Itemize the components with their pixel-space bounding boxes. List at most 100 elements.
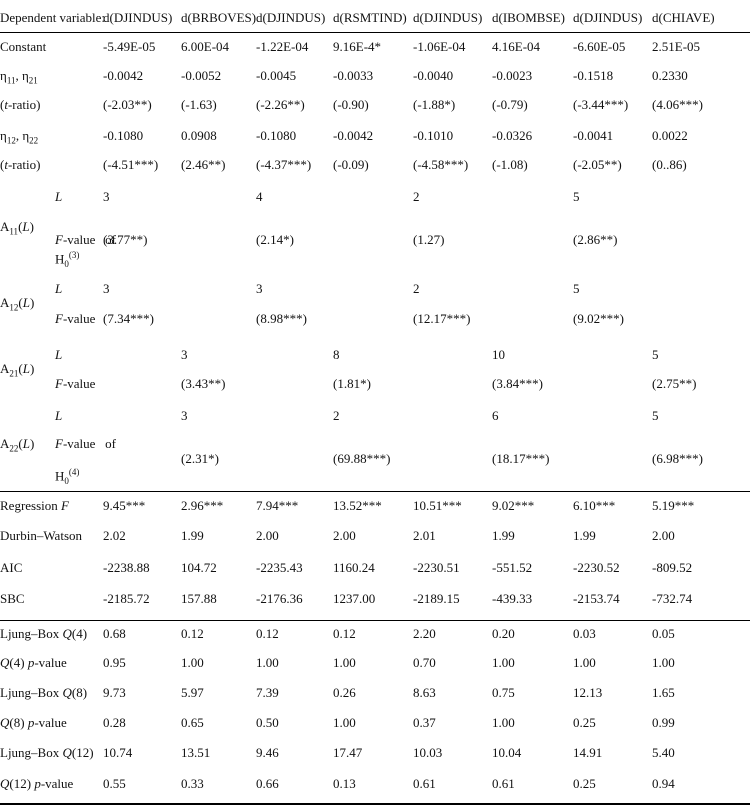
diag-cell: 0.26 xyxy=(333,685,356,700)
bottom-rule xyxy=(0,803,750,805)
fit-cell: -2235.43 xyxy=(256,560,303,575)
h0-label: H0(4) xyxy=(55,467,80,486)
lag-label: L xyxy=(55,189,63,204)
fit-cell: -2230.51 xyxy=(413,560,460,575)
coef-row-label: (t-ratio) xyxy=(0,157,41,172)
lag-value: 5 xyxy=(573,281,580,296)
lag-value: 10 xyxy=(492,347,505,362)
coef-cell: (-4.51***) xyxy=(103,157,159,172)
coef-row-label: η11, η21 xyxy=(0,68,38,86)
f-value: (3.84***) xyxy=(492,376,543,391)
coef-cell: -0.0052 xyxy=(181,68,222,83)
header-dep-var-label: Dependent variable: xyxy=(0,10,106,25)
coef-cell: -0.1518 xyxy=(573,68,614,83)
fit-cell: -2230.52 xyxy=(573,560,620,575)
diag-cell: 0.66 xyxy=(256,776,279,791)
diag-cell: 12.13 xyxy=(573,685,603,700)
header-column-1: d(DJINDUS) xyxy=(103,10,173,25)
fit-cell: -551.52 xyxy=(492,560,533,575)
diag-cell: 17.47 xyxy=(333,745,363,760)
coef-cell: -0.0042 xyxy=(103,68,144,83)
diag-cell: 0.94 xyxy=(652,776,675,791)
f-value-label: F-value xyxy=(55,311,96,326)
f-value-label: F-value of xyxy=(55,232,117,247)
f-value: (8.98***) xyxy=(256,311,307,326)
diag-cell: 9.46 xyxy=(256,745,279,760)
f-value: (3.43**) xyxy=(181,376,226,391)
diag-cell: 13.51 xyxy=(181,745,211,760)
lag-value: 4 xyxy=(256,189,263,204)
coef-cell: (-0.09) xyxy=(333,157,369,172)
fit-cell: 104.72 xyxy=(181,560,217,575)
coef-cell: (-2.05**) xyxy=(573,157,622,172)
fit-cell: 10.51*** xyxy=(413,498,462,513)
diag-cell: 1.00 xyxy=(573,655,596,670)
f-value: (3.77**) xyxy=(103,232,148,247)
fit-cell: -2189.15 xyxy=(413,591,460,606)
diag-cell: 0.50 xyxy=(256,715,279,730)
fit-cell: 9.02*** xyxy=(492,498,535,513)
fit-row-label: SBC xyxy=(0,591,25,606)
lag-block-name: A22(L) xyxy=(0,436,35,454)
lag-block-name: A12(L) xyxy=(0,295,35,313)
diag-cell: 0.20 xyxy=(492,626,515,641)
header-column-6: d(IBOMBSE) xyxy=(492,10,565,25)
coef-cell: 9.16E-4* xyxy=(333,39,382,54)
diag-cell: 0.33 xyxy=(181,776,204,791)
fit-cell: -2153.74 xyxy=(573,591,620,606)
f-value-label: F-value xyxy=(55,376,96,391)
fit-cell: 2.00 xyxy=(333,528,356,543)
diag-cell: 0.95 xyxy=(103,655,126,670)
diag-cell: 1.65 xyxy=(652,685,675,700)
f-value: (1.81*) xyxy=(333,376,371,391)
diag-cell: 14.91 xyxy=(573,745,603,760)
coef-cell: -6.60E-05 xyxy=(573,39,626,54)
diag-cell: 1.00 xyxy=(333,715,356,730)
f-value: (2.86**) xyxy=(573,232,618,247)
fit-cell: 2.01 xyxy=(413,528,436,543)
diag-cell: 0.37 xyxy=(413,715,436,730)
fit-row-label: Durbin–Watson xyxy=(0,528,82,543)
fit-cell: 5.19*** xyxy=(652,498,695,513)
f-value: (6.98***) xyxy=(652,451,703,466)
lag-value: 5 xyxy=(652,347,659,362)
lag-value: 3 xyxy=(181,408,188,423)
diag-cell: 0.05 xyxy=(652,626,675,641)
lag-block-name: A11(L) xyxy=(0,219,34,237)
header-column-8: d(CHIAVE) xyxy=(652,10,715,25)
coef-cell: -0.1080 xyxy=(103,128,144,143)
lag-label: L xyxy=(55,281,63,296)
f-value: (9.02***) xyxy=(573,311,624,326)
f-value: (7.34***) xyxy=(103,311,154,326)
fit-cell: -439.33 xyxy=(492,591,533,606)
diag-cell: 8.63 xyxy=(413,685,436,700)
fit-cell: 2.00 xyxy=(256,528,279,543)
diag-cell: 0.55 xyxy=(103,776,126,791)
header-column-5: d(DJINDUS) xyxy=(413,10,483,25)
diag-cell: 0.03 xyxy=(573,626,596,641)
fit-row-label: AIC xyxy=(0,560,23,575)
diag-cell: 0.99 xyxy=(652,715,675,730)
diag-row-label: Q(12) p-value xyxy=(0,776,74,791)
diag-cell: 0.12 xyxy=(181,626,204,641)
fit-cell: 2.96*** xyxy=(181,498,224,513)
diag-cell: 0.61 xyxy=(413,776,436,791)
fit-cell: 1160.24 xyxy=(333,560,375,575)
diag-cell: 7.39 xyxy=(256,685,279,700)
header-column-7: d(DJINDUS) xyxy=(573,10,643,25)
fit-cell: -2176.36 xyxy=(256,591,303,606)
fit-cell: 157.88 xyxy=(181,591,217,606)
coef-cell: -1.06E-04 xyxy=(413,39,466,54)
header-column-3: d(DJINDUS) xyxy=(256,10,326,25)
fit-cell: 6.10*** xyxy=(573,498,616,513)
fit-cell: 1.99 xyxy=(573,528,596,543)
lag-value: 8 xyxy=(333,347,340,362)
diag-cell: 0.25 xyxy=(573,715,596,730)
f-value: (1.27) xyxy=(413,232,445,247)
coef-cell: -5.49E-05 xyxy=(103,39,156,54)
coef-cell: (2.46**) xyxy=(181,157,226,172)
coef-cell: -0.0042 xyxy=(333,128,374,143)
lag-value: 3 xyxy=(256,281,263,296)
diag-cell: 0.12 xyxy=(333,626,356,641)
